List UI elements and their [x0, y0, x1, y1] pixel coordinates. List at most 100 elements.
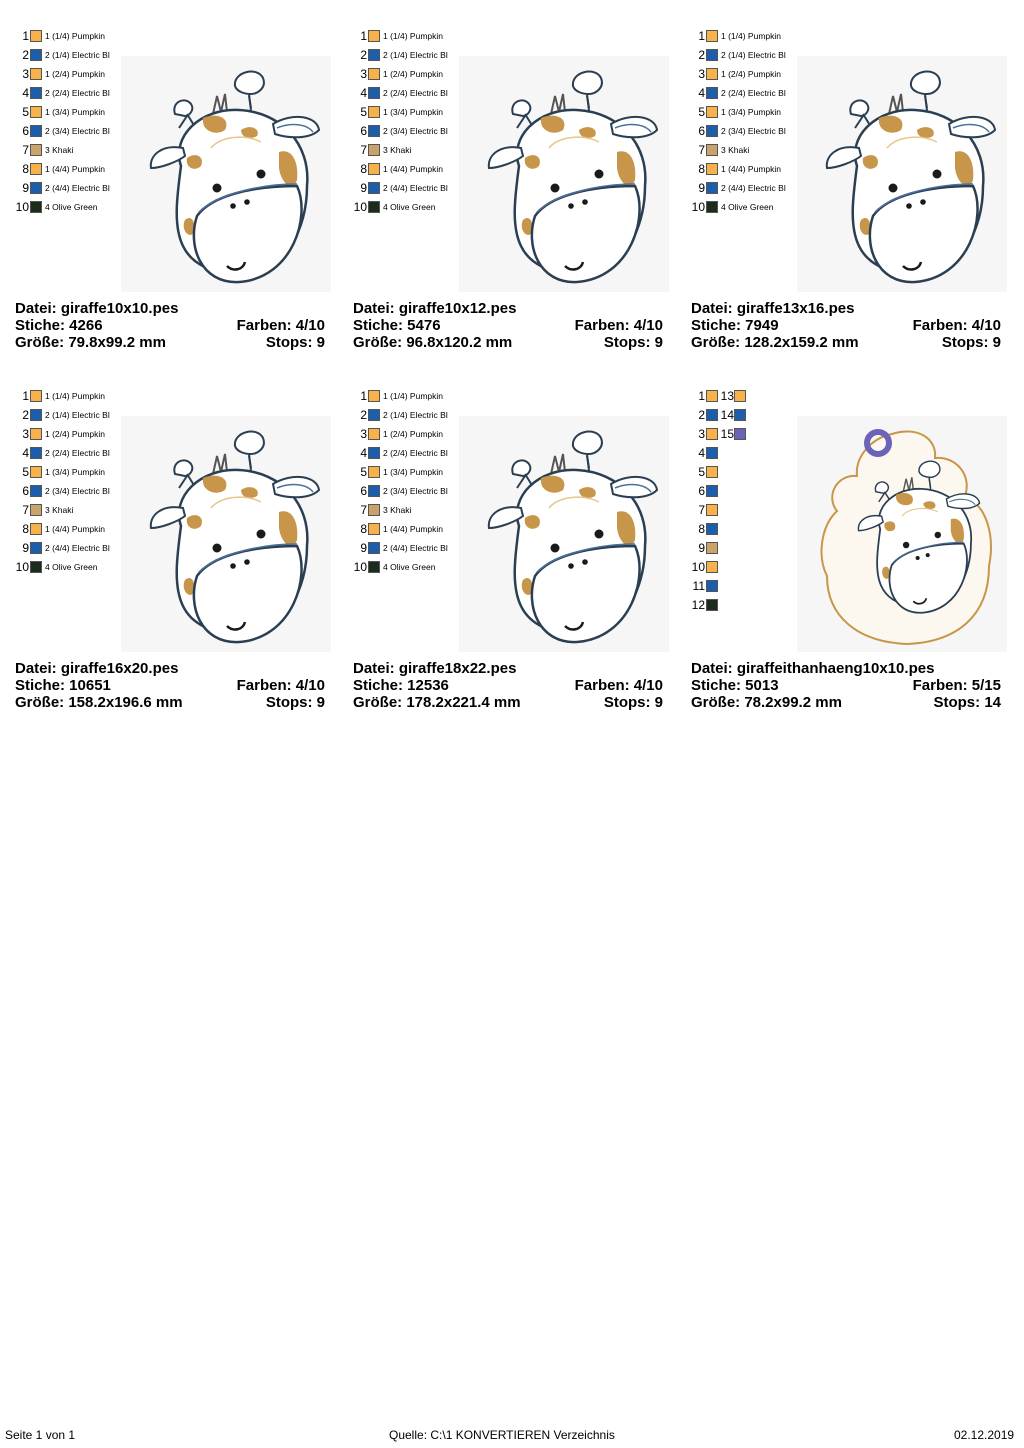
- file-name: Datei: giraffe18x22.pes: [353, 660, 517, 677]
- file-name: Datei: giraffe13x16.pes: [691, 300, 855, 317]
- design-size: Größe: 96.8x120.2 mm: [353, 334, 513, 351]
- thread-label: 3 Khaki: [383, 144, 412, 155]
- thread-row: 4 2 (2/4) Electric Bl: [691, 85, 785, 100]
- thread-label: 1 (1/4) Pumpkin: [383, 30, 443, 41]
- thread-number: 4: [22, 445, 29, 460]
- thread-swatch: [368, 389, 380, 402]
- thread-swatch: [30, 560, 42, 573]
- thread-swatch: [30, 86, 42, 99]
- thread-swatch: [368, 465, 380, 478]
- thread-row: 8 1 (4/4) Pumpkin: [353, 521, 443, 536]
- thread-row: 9: [691, 540, 718, 555]
- design-info: Datei: giraffe10x10.pes Stiche: 4266 Farb…: [15, 300, 325, 351]
- footer-source: Quelle: C:\1 KONVERTIEREN Verzeichnis: [389, 1428, 615, 1442]
- thread-row: 7 3 Khaki: [15, 502, 73, 517]
- thread-label: 2 (1/4) Electric Bl: [383, 409, 448, 420]
- thread-number: 10: [15, 199, 29, 214]
- thread-swatch: [368, 86, 380, 99]
- thread-number: 5: [698, 464, 705, 479]
- thread-row: 1 1 (1/4) Pumpkin: [353, 28, 443, 43]
- file-name: Datei: giraffeithanhaeng10x10.pes: [691, 660, 935, 677]
- stitch-count: Stiche: 4266: [15, 317, 103, 334]
- thread-swatch: [368, 560, 380, 573]
- thread-row: 2 2 (1/4) Electric Bl: [15, 47, 109, 62]
- thread-number: 6: [698, 123, 705, 138]
- thread-label: 2 (4/4) Electric Bl: [45, 182, 110, 193]
- thread-label: 1 (2/4) Pumpkin: [45, 428, 105, 439]
- thread-label: 2 (1/4) Electric Bl: [721, 49, 786, 60]
- design-card-3: 1 1 (1/4) Pumpkin 2 2 (1/4) Electric Bl 3 1 (…: [691, 28, 1011, 351]
- thread-label: 1 (4/4) Pumpkin: [45, 523, 105, 534]
- thread-number: 7: [698, 142, 705, 157]
- thread-swatch: [706, 105, 718, 118]
- thread-label: 1 (1/4) Pumpkin: [45, 30, 105, 41]
- thread-swatch: [30, 124, 42, 137]
- design-size: Größe: 158.2x196.6 mm: [15, 694, 183, 711]
- thread-row: 7: [691, 502, 718, 517]
- thread-number: 8: [22, 521, 29, 536]
- thread-row: 10 4 Olive Green: [15, 559, 98, 574]
- stop-count: Stops: 9: [941, 334, 1001, 351]
- design-card-1: 1 1 (1/4) Pumpkin 2 2 (1/4) Electric Bl 3 1 (…: [15, 29, 335, 351]
- thread-row: 3 1 (2/4) Pumpkin: [353, 426, 443, 441]
- thread-number: 6: [22, 123, 29, 138]
- thread-row: 7 3 Khaki: [691, 142, 749, 157]
- thread-swatch: [30, 408, 42, 421]
- thread-row: 8: [691, 521, 718, 536]
- thread-number: 5: [22, 464, 29, 479]
- thread-number: 7: [22, 502, 29, 517]
- thread-swatch: [706, 86, 718, 99]
- thread-swatch: [706, 48, 718, 61]
- thread-row: 3 1 (2/4) Pumpkin: [15, 66, 105, 81]
- thread-label: 4 Olive Green: [45, 561, 98, 572]
- thread-row: 12: [691, 597, 718, 612]
- thread-number: 8: [698, 161, 705, 176]
- thread-row: 3 15: [691, 426, 746, 441]
- thread-swatch: [368, 29, 380, 42]
- thread-row: 6: [691, 483, 718, 498]
- thread-swatch: [734, 408, 746, 421]
- thread-number: 12: [691, 597, 705, 612]
- thread-number: 7: [698, 502, 705, 517]
- thread-label: 3 Khaki: [45, 144, 74, 155]
- thread-row: 10: [691, 559, 718, 574]
- thread-swatch: [30, 29, 42, 42]
- thread-row: 11: [691, 578, 718, 593]
- thread-label: 2 (1/4) Electric Bl: [45, 409, 110, 420]
- thread-row: 5: [691, 464, 718, 479]
- giraffe-illustration: [149, 70, 321, 284]
- file-name: Datei: giraffe10x10.pes: [15, 300, 179, 317]
- thread-label: 1 (4/4) Pumpkin: [45, 163, 105, 174]
- thread-number: 9: [698, 540, 705, 555]
- thread-row: 1 13: [691, 388, 746, 403]
- thread-row: 7 3 Khaki: [15, 142, 73, 157]
- design-card-2: 1 1 (1/4) Pumpkin 2 2 (1/4) Electric Bl 3 1 (…: [353, 28, 673, 351]
- thread-swatch: [30, 48, 42, 61]
- thread-number: 1: [698, 28, 705, 43]
- thread-swatch: [368, 181, 380, 194]
- thread-row: 4 2 (2/4) Electric Bl: [353, 445, 448, 460]
- thread-row: 10 4 Olive Green: [691, 199, 774, 214]
- stop-count: Stops: 9: [603, 694, 663, 711]
- thread-number: 9: [698, 180, 705, 195]
- thread-label: 1 (4/4) Pumpkin: [383, 523, 443, 534]
- thread-swatch: [30, 181, 42, 194]
- thread-row: 8 1 (4/4) Pumpkin: [15, 521, 105, 536]
- thread-number: 5: [360, 104, 367, 119]
- thread-row: 10 4 Olive Green: [353, 559, 436, 574]
- thread-row: 1 1 (1/4) Pumpkin: [15, 388, 105, 403]
- thread-label: 1 (2/4) Pumpkin: [721, 68, 781, 79]
- thread-swatch: [706, 541, 718, 554]
- thread-label: 2 (2/4) Electric Bl: [383, 447, 448, 458]
- thread-row: 2 2 (1/4) Electric Bl: [353, 407, 448, 422]
- thread-swatch: [706, 389, 718, 402]
- thread-number: 10: [691, 559, 705, 574]
- stop-count: Stops: 9: [265, 694, 325, 711]
- giraffe-illustration: [820, 429, 992, 646]
- thread-number: 10: [15, 559, 29, 574]
- thread-swatch: [706, 503, 718, 516]
- embroidery-preview: [121, 416, 331, 652]
- thread-number: 9: [360, 540, 367, 555]
- thread-label: 2 (4/4) Electric Bl: [45, 542, 110, 553]
- thread-number: 8: [698, 521, 705, 536]
